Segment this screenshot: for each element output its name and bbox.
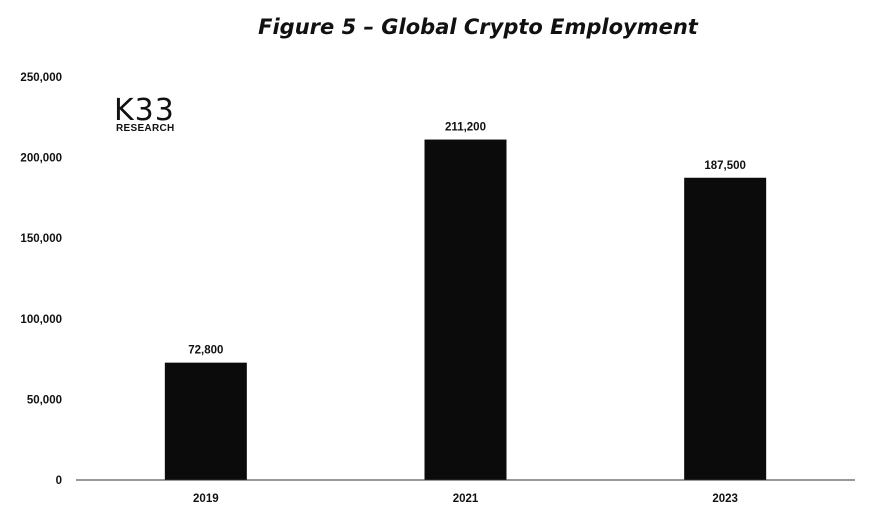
x-tick-label-2023: 2023 — [712, 493, 738, 505]
logo: K33 RESEARCH — [114, 93, 175, 134]
y-tick-label-5: 250,000 — [20, 72, 62, 84]
y-tick-label-3: 150,000 — [20, 233, 62, 245]
y-tick-label-2: 100,000 — [20, 314, 62, 326]
y-tick-label-4: 200,000 — [20, 153, 62, 165]
x-tick-label-2019: 2019 — [193, 493, 219, 505]
x-axis: 2019 2021 2023 — [76, 479, 855, 505]
bar-2023 — [684, 177, 767, 480]
y-tick-label-0: 0 — [56, 475, 62, 487]
chart-title: Figure 5 – Global Crypto Employment — [258, 15, 699, 39]
data-label-2019: 72,800 — [188, 345, 223, 357]
y-axis: 0 50,000 100,000 150,000 200,000 250,000 — [20, 72, 62, 487]
logo-subtext: RESEARCH — [116, 123, 175, 134]
y-tick-label-1: 50,000 — [27, 394, 62, 406]
data-labels: 72,800 211,200 187,500 — [188, 122, 746, 357]
data-label-2021: 211,200 — [445, 122, 486, 134]
bars — [164, 139, 767, 480]
data-label-2023: 187,500 — [704, 160, 746, 172]
logo-text: K33 — [114, 93, 175, 128]
x-tick-label-2021: 2021 — [453, 493, 479, 505]
bar-2021 — [424, 139, 507, 480]
bar-2019 — [164, 362, 247, 480]
